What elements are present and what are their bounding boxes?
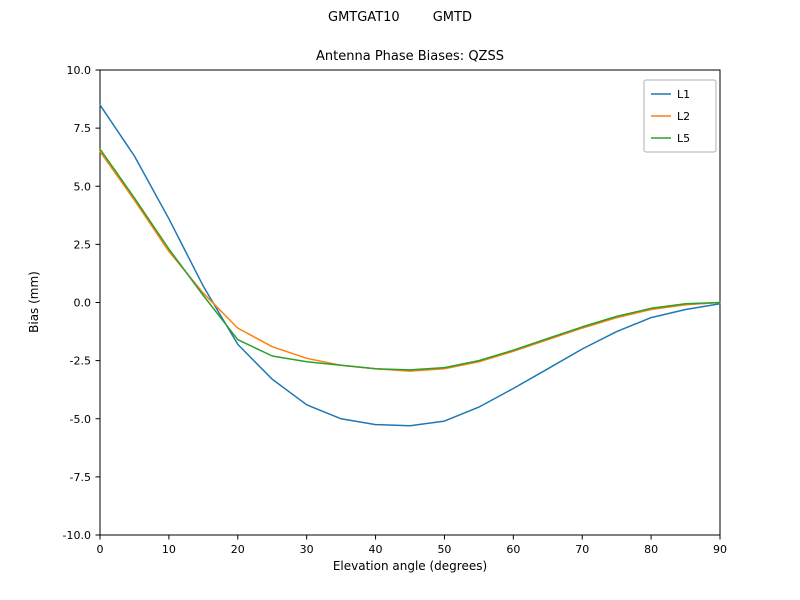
x-tick-label: 30 [300,543,314,556]
y-tick-label: 2.5 [74,238,92,251]
series-line-L1 [99,104,721,427]
chart-title: Antenna Phase Biases: QZSS [316,49,504,64]
y-tick-label: -10.0 [63,529,91,542]
x-tick-label: 60 [506,543,520,556]
y-tick-label: -2.5 [70,355,91,368]
x-axis-label: Elevation angle (degrees) [332,559,488,573]
series-line-L5 [99,148,721,371]
axes-frame [99,69,721,536]
x-tick-label: 40 [369,543,383,556]
x-tick-label: 80 [644,543,658,556]
y-tick-label: 5.0 [74,180,92,193]
y-tick-label: -5.0 [70,413,91,426]
y-tick-label: 7.5 [74,122,92,135]
y-tick-label: -7.5 [70,471,91,484]
x-tick-label: 70 [575,543,589,556]
x-tick-label: 20 [231,543,245,556]
legend-label-L5: L5 [677,132,690,145]
x-tick-label: 90 [713,543,727,556]
legend-label-L2: L2 [677,110,690,123]
legend-label-L1: L1 [677,88,690,101]
series-line-L2 [99,150,721,372]
x-tick-label: 0 [97,543,104,556]
legend-box [643,79,717,153]
figure-suptitle: GMTGAT10 GMTD [328,10,472,25]
y-tick-label: 0.0 [74,297,92,310]
y-tick-label: 10.0 [67,64,92,77]
x-tick-label: 50 [437,543,451,556]
x-tick-label: 10 [162,543,176,556]
